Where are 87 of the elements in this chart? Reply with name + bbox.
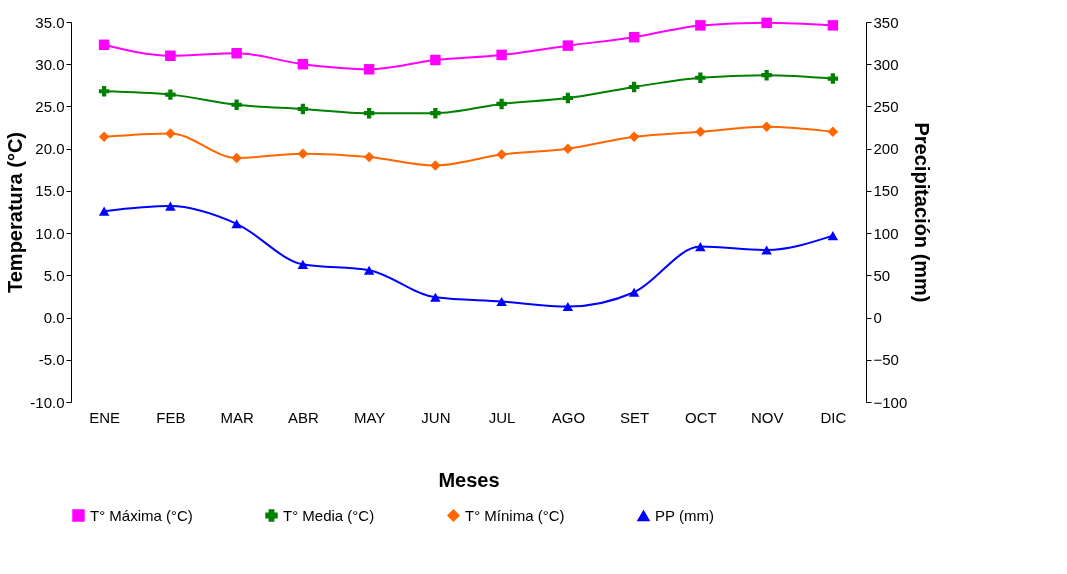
y2-tick-label: 0 <box>873 309 882 327</box>
point <box>761 121 772 132</box>
point <box>628 287 640 297</box>
point <box>496 149 507 160</box>
x-tick-label: AGO <box>551 408 586 426</box>
point <box>628 131 640 143</box>
point <box>98 206 110 216</box>
point <box>297 148 309 159</box>
point <box>165 50 176 62</box>
point <box>363 265 375 275</box>
point <box>430 54 441 66</box>
x-tick-label: MAR <box>220 408 254 426</box>
y-axis-title: Temperatura (°C) <box>4 132 27 293</box>
x-tick-label: DIC <box>820 408 847 426</box>
y2-tick-label: −50 <box>873 351 899 369</box>
x-tick-label: ENE <box>89 408 121 426</box>
x-tick-label: JUN <box>421 408 451 426</box>
point <box>231 48 242 59</box>
y-tick-label: 30.0 <box>35 55 65 73</box>
y-tick-label: 0.0 <box>43 309 65 327</box>
point <box>165 128 176 139</box>
point <box>827 73 839 84</box>
point <box>363 107 375 119</box>
point <box>496 98 507 110</box>
point <box>827 231 839 241</box>
point <box>430 160 441 171</box>
y-tick-label: -10.0 <box>30 393 65 411</box>
point <box>98 86 110 97</box>
point <box>98 131 110 143</box>
legend-label: T° Media (°C) <box>283 506 375 524</box>
point <box>165 89 176 100</box>
y2-tick-label: 200 <box>873 140 899 158</box>
point <box>562 92 574 104</box>
point <box>496 49 507 61</box>
point <box>231 152 242 164</box>
point <box>761 245 772 255</box>
point <box>363 151 375 163</box>
y2-tick-label: 300 <box>873 55 899 73</box>
x-axis-title: Meses <box>438 468 500 491</box>
point <box>695 242 706 252</box>
y2-axis-title: Precipitación (mm) <box>911 122 934 303</box>
y2-tick-label: 100 <box>873 224 899 242</box>
y-tick-label: 20.0 <box>35 140 65 158</box>
point <box>165 201 176 211</box>
x-tick-label: NOV <box>750 408 784 426</box>
point <box>363 64 375 75</box>
x-tick-label: ABR <box>287 408 319 426</box>
legend-label: T° Mínima (°C) <box>465 506 565 524</box>
y2-tick-label: 250 <box>873 97 899 115</box>
y-tick-label: 5.0 <box>43 266 65 284</box>
x-tick-label: JUL <box>488 408 516 426</box>
point <box>297 103 309 115</box>
x-tick-label: SET <box>620 408 650 426</box>
point <box>827 126 839 138</box>
y-tick-label: -5.0 <box>38 351 65 369</box>
x-tick-label: FEB <box>156 408 186 426</box>
point <box>231 99 242 110</box>
legend-label: T° Máxima (°C) <box>90 506 193 524</box>
point <box>827 20 839 31</box>
x-tick-label: MAY <box>353 408 386 426</box>
x-tick-label: OCT <box>685 408 717 426</box>
point <box>98 39 110 51</box>
point <box>628 31 640 43</box>
point <box>297 58 309 70</box>
point <box>430 107 441 119</box>
y2-tick-label: 150 <box>873 182 899 200</box>
point <box>562 143 574 154</box>
point <box>562 40 574 51</box>
y2-tick-label: 350 <box>873 13 899 31</box>
y2-tick-label: 50 <box>873 266 891 284</box>
point <box>231 219 242 229</box>
y-tick-label: 10.0 <box>35 224 65 242</box>
point <box>430 292 441 302</box>
y-tick-label: 25.0 <box>35 97 65 115</box>
point <box>628 81 640 93</box>
y-tick-label: 15.0 <box>35 182 65 200</box>
legend-label: PP (mm) <box>655 506 714 524</box>
point <box>695 72 706 83</box>
point <box>761 17 772 29</box>
point <box>297 259 309 269</box>
point <box>761 69 772 81</box>
point <box>562 302 574 312</box>
y-tick-label: 35.0 <box>35 13 65 31</box>
point <box>695 20 706 31</box>
point <box>496 296 507 307</box>
point <box>695 126 706 138</box>
y2-tick-label: −100 <box>873 393 908 411</box>
